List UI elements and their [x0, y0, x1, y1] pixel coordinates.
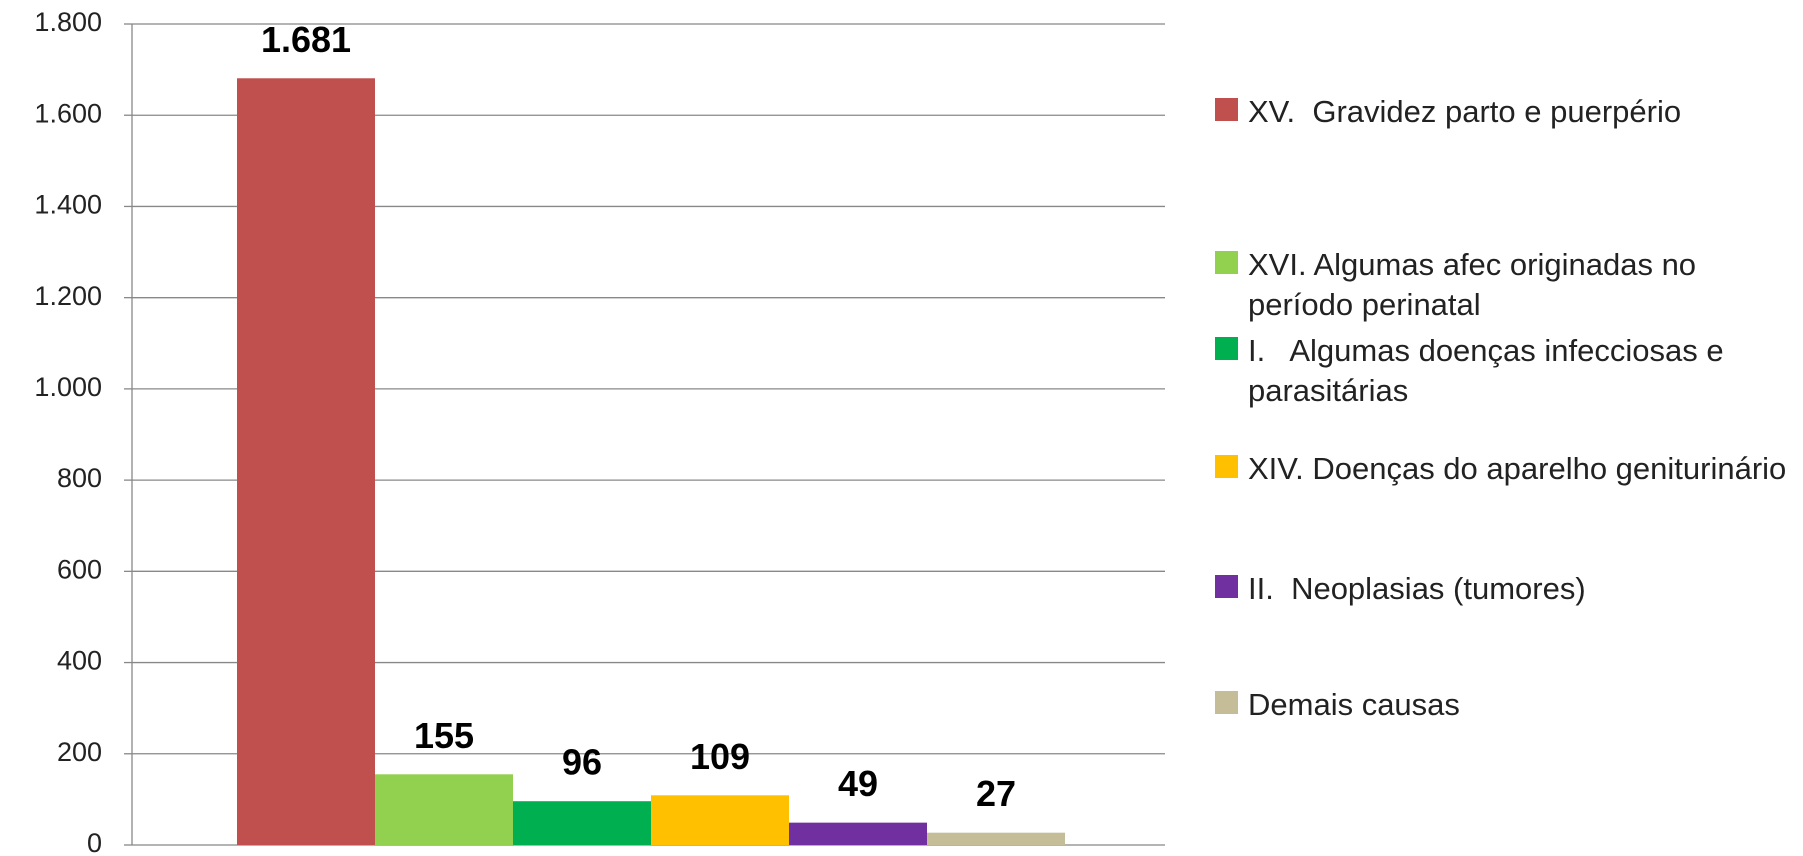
legend-swatch	[1215, 455, 1238, 478]
legend-swatch	[1215, 691, 1238, 714]
y-tick-label: 1.800	[34, 7, 102, 37]
y-tick-label: 400	[57, 646, 102, 676]
data-label: 109	[690, 736, 750, 777]
data-label: 96	[562, 742, 602, 783]
legend-item: XIV. Doenças do aparelho geniturinário	[1215, 449, 1800, 489]
y-tick-label: 1.000	[34, 372, 102, 402]
y-tick-label: 800	[57, 463, 102, 493]
legend-swatch	[1215, 251, 1238, 274]
legend-item: XVI. Algumas afec originadas no período …	[1215, 245, 1800, 325]
y-tick-label: 1.200	[34, 281, 102, 311]
legend-item: Demais causas	[1215, 685, 1800, 725]
legend-label: XVI. Algumas afec originadas no período …	[1248, 247, 1705, 322]
legend-label: Demais causas	[1248, 687, 1460, 722]
y-tick-label: 0	[87, 828, 102, 856]
bar	[237, 78, 375, 845]
data-label: 49	[838, 763, 878, 804]
bar	[513, 801, 651, 845]
y-tick-label: 600	[57, 554, 102, 584]
y-tick-label: 1.600	[34, 98, 102, 128]
data-label: 27	[976, 773, 1016, 814]
legend-item: XV. Gravidez parto e puerpério	[1215, 92, 1800, 132]
legend-swatch	[1215, 98, 1238, 121]
legend-label: XIV. Doenças do aparelho geniturinário	[1248, 451, 1787, 486]
y-tick-label: 1.400	[34, 190, 102, 220]
legend-swatch	[1215, 575, 1238, 598]
bar	[651, 795, 789, 845]
legend-label: I. Algumas doenças infecciosas e parasit…	[1248, 333, 1733, 408]
bar	[375, 774, 513, 845]
legend-label: XV. Gravidez parto e puerpério	[1248, 94, 1682, 129]
data-label: 1.681	[261, 19, 351, 60]
legend-item: I. Algumas doenças infecciosas e parasit…	[1215, 331, 1800, 411]
bar	[789, 822, 927, 845]
legend-label: II. Neoplasias (tumores)	[1248, 571, 1586, 606]
bar	[927, 832, 1065, 845]
y-tick-label: 200	[57, 737, 102, 767]
legend-swatch	[1215, 337, 1238, 360]
data-label: 155	[414, 715, 474, 756]
legend-item: II. Neoplasias (tumores)	[1215, 569, 1800, 609]
